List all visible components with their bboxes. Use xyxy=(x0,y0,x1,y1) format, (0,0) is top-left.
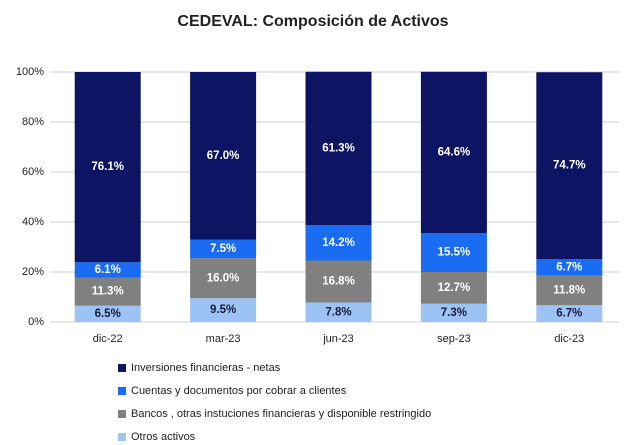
bar-segment xyxy=(190,258,257,299)
value-label: 76.1% xyxy=(91,161,124,173)
bar-segment xyxy=(74,262,141,278)
value-label: 74.7% xyxy=(553,160,586,172)
bar-segment xyxy=(305,260,372,303)
legend-label: Bancos , otras instuciones financieras y… xyxy=(131,408,431,420)
value-label: 12.7% xyxy=(438,282,471,294)
x-tick-label: mar-23 xyxy=(206,333,241,345)
bar-segment xyxy=(536,305,603,322)
bar-segment xyxy=(74,72,141,263)
bar-segment xyxy=(190,239,257,259)
value-label: 16.8% xyxy=(322,276,355,288)
bar-segment xyxy=(305,71,372,225)
value-label: 11.3% xyxy=(92,286,124,298)
y-tick-label: 40% xyxy=(22,216,44,228)
legend-swatch xyxy=(118,387,126,395)
value-label: 61.3% xyxy=(322,142,355,154)
y-tick-label: 100% xyxy=(16,66,44,78)
bar-segment xyxy=(420,71,487,234)
bar-segment xyxy=(305,225,372,261)
legend-swatch xyxy=(118,364,126,372)
y-tick-label: 20% xyxy=(22,266,44,278)
legend-label: Inversiones financieras - netas xyxy=(131,362,281,374)
value-label: 7.5% xyxy=(210,243,236,255)
bar-segment xyxy=(190,72,257,240)
value-label: 15.5% xyxy=(438,247,471,259)
y-tick-label: 0% xyxy=(28,316,44,328)
bar-segment xyxy=(420,233,487,272)
value-label: 7.8% xyxy=(325,306,351,318)
bar-segment xyxy=(536,275,603,306)
value-label: 67.0% xyxy=(207,150,240,162)
value-label: 16.0% xyxy=(207,272,240,284)
y-tick-label: 80% xyxy=(22,116,44,128)
legend-swatch xyxy=(118,433,126,441)
bar-segment xyxy=(305,302,372,322)
bar-segment xyxy=(536,259,603,276)
bar-segment xyxy=(420,303,487,322)
x-tick-label: dic-23 xyxy=(554,333,584,345)
bar-segment xyxy=(74,305,141,322)
value-label: 6.7% xyxy=(556,308,582,320)
y-tick-label: 60% xyxy=(22,166,44,178)
chart-title: CEDEVAL: Composición de Activos xyxy=(177,13,448,30)
bar-segment xyxy=(74,277,141,306)
bar-segment xyxy=(190,298,257,322)
x-tick-label: dic-22 xyxy=(93,333,123,345)
value-label: 14.2% xyxy=(322,237,355,249)
x-tick-label: jun-23 xyxy=(322,333,354,345)
value-label: 9.5% xyxy=(210,304,236,316)
legend-swatch xyxy=(118,410,126,418)
value-label: 6.1% xyxy=(95,264,121,276)
value-label: 6.5% xyxy=(95,308,121,320)
legend-label: Otros activos xyxy=(131,431,196,443)
value-label: 6.7% xyxy=(556,261,582,273)
bar-segment xyxy=(536,72,603,259)
legend-label: Cuentas y documentos por cobrar a client… xyxy=(131,385,347,397)
value-label: 7.3% xyxy=(441,307,467,319)
value-label: 11.8% xyxy=(553,285,585,297)
value-label: 64.6% xyxy=(438,147,471,159)
x-tick-label: sep-23 xyxy=(437,333,471,345)
bar-segment xyxy=(420,272,487,304)
